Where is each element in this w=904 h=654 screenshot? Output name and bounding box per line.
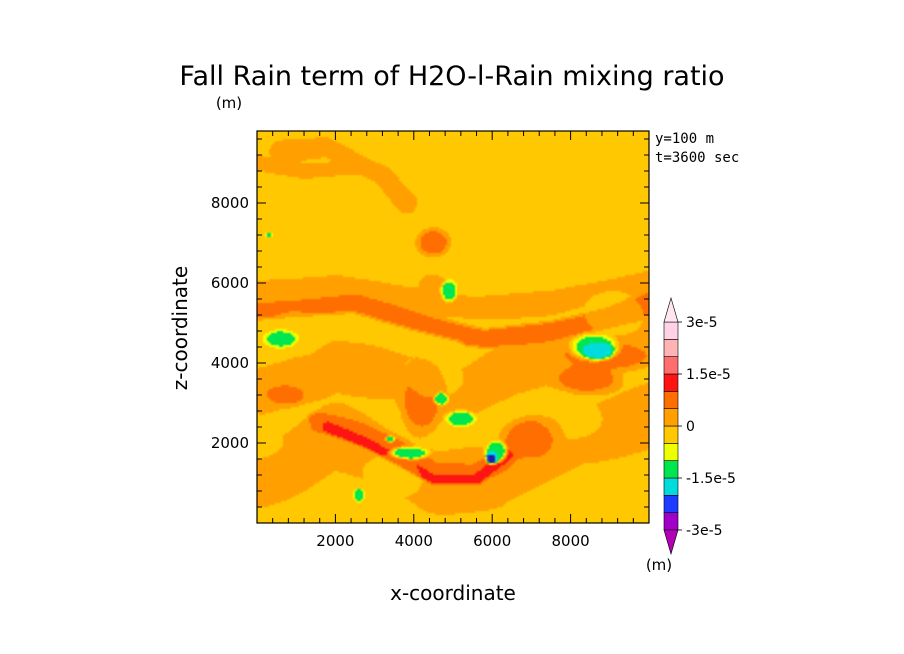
- y-axis-label: z-coordinate: [168, 266, 192, 390]
- plot-area: [256, 130, 650, 524]
- plot-frame: [256, 130, 650, 524]
- x-tick-label: 6000: [473, 532, 511, 550]
- colorbar-label: 0: [686, 419, 695, 435]
- colorbar-lower-triangle: [663, 529, 679, 556]
- colorbar-box: [663, 495, 679, 513]
- colorbar-box: [663, 321, 679, 340]
- colorbar-label: 1.5e-5: [686, 367, 731, 383]
- colorbar-upper-triangle: [663, 296, 679, 323]
- y-tick-label: 6000: [211, 274, 249, 292]
- colorbar-box: [663, 356, 679, 375]
- colorbar-box: [663, 391, 679, 409]
- colorbar-box: [663, 477, 679, 496]
- colorbar-box: [663, 425, 679, 444]
- y-tick-label: 4000: [211, 354, 249, 372]
- annotation-t: t=3600 sec: [655, 150, 739, 166]
- x-axis: 2000 4000 6000 8000: [272, 131, 634, 550]
- y-axis: 2000 4000 6000 8000: [211, 138, 649, 508]
- colorbar: 3e-5 1.5e-5 0 -1.5e-5 -3e-5: [663, 296, 736, 556]
- y-tick-label: 2000: [211, 434, 249, 452]
- annotation-y: y=100 m: [655, 131, 714, 147]
- x-axis-label: x-coordinate: [390, 581, 516, 605]
- colorbar-label: -1.5e-5: [686, 471, 736, 487]
- colorbar-label: -3e-5: [686, 523, 723, 539]
- colorbar-box: [663, 443, 679, 461]
- colorbar-box: [663, 512, 679, 531]
- x-tick-label: 4000: [395, 532, 433, 550]
- colorbar-box: [663, 408, 679, 427]
- y-tick-label: 8000: [211, 194, 249, 212]
- colorbar-box: [663, 373, 679, 392]
- y-unit-label: (m): [216, 94, 242, 112]
- chart-title: Fall Rain term of H2O-l-Rain mixing rati…: [179, 61, 724, 92]
- colorbar-label: 3e-5: [686, 315, 717, 331]
- colorbar-box: [663, 339, 679, 357]
- heatmap-field: [257, 131, 649, 523]
- x-tick-label: 2000: [316, 532, 354, 550]
- colorbar-unit: (m): [646, 556, 672, 574]
- x-tick-label: 8000: [552, 532, 590, 550]
- colorbar-box: [663, 460, 679, 479]
